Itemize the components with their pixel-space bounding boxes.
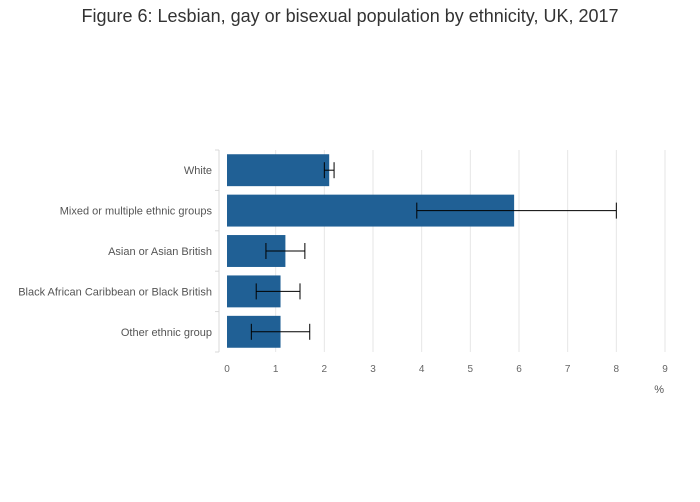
- category-label-0: White: [184, 165, 212, 177]
- category-label-3: Black African Caribbean or Black British: [18, 286, 212, 298]
- x-tick-label-0: 0: [224, 364, 230, 375]
- category-label-2: Asian or Asian British: [108, 246, 212, 258]
- category-label-1: Mixed or multiple ethnic groups: [60, 206, 213, 218]
- x-tick-label-2: 2: [322, 364, 328, 375]
- x-tick-label-7: 7: [565, 364, 571, 375]
- x-tick-label-4: 4: [419, 364, 425, 375]
- x-tick-label-8: 8: [614, 364, 620, 375]
- x-axis-unit-label: %: [654, 384, 664, 396]
- x-tick-label-3: 3: [370, 364, 376, 375]
- x-tick-label-9: 9: [662, 364, 668, 375]
- category-label-4: Other ethnic group: [121, 327, 212, 339]
- x-tick-label-5: 5: [468, 364, 474, 375]
- chart-title: Figure 6: Lesbian, gay or bisexual popul…: [81, 6, 619, 26]
- bar-0: [227, 154, 330, 187]
- x-tick-label-6: 6: [516, 364, 522, 375]
- x-tick-label-1: 1: [273, 364, 279, 375]
